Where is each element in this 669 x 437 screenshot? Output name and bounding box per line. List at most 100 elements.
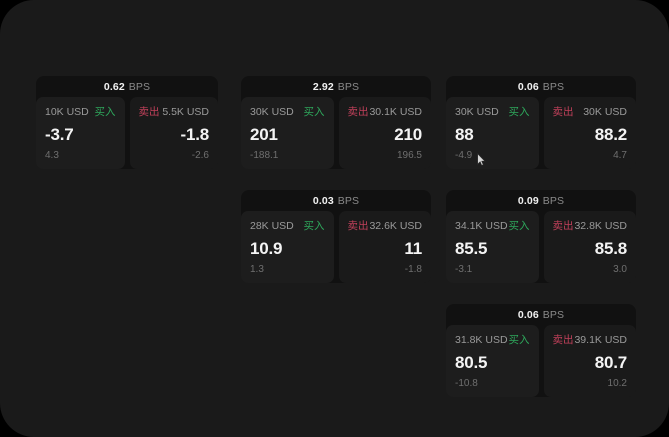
buy-label[interactable]: 买入 [508,106,530,118]
quantity-label: 30K USD [250,105,294,118]
side-top-row: 卖出 32.6K USD [347,219,423,233]
quantity-label: 34.1K USD [455,219,508,232]
quantity-label: 30K USD [455,105,499,118]
buy-side-panel[interactable]: 31.8K USD 买入 80.5 -10.8 [446,325,539,397]
sell-label[interactable]: 卖出 [347,106,369,118]
buy-side-panel[interactable]: 30K USD 买入 201 -188.1 [241,97,334,169]
card-body: 28K USD 买入 10.9 1.3 卖出 32.6K USD 11 -1.8 [241,211,431,283]
bps-unit-label: BPS [542,194,565,207]
card-header: 0.62 BPS [36,76,218,97]
bps-quote-card[interactable]: 0.03 BPS 28K USD 买入 10.9 1.3 卖出 32.6K USD 11 -1.8 [241,190,431,283]
bps-value: 0.09 [517,194,539,207]
card-header: 0.09 BPS [446,190,636,211]
side-top-row: 30K USD 买入 [455,105,530,119]
side-top-row: 卖出 30K USD [552,105,628,119]
delta-value: -1.8 [404,264,422,275]
price-value: 88 [455,124,474,144]
side-top-row: 10K USD 买入 [45,105,116,119]
delta-value: -3.1 [455,264,473,275]
delta-value: 4.7 [613,150,627,161]
sell-label[interactable]: 卖出 [347,220,369,232]
price-value: -3.7 [45,124,74,144]
quantity-label: 30.1K USD [369,105,422,118]
card-header: 0.03 BPS [241,190,431,211]
price-value: 201 [250,124,278,144]
card-body: 30K USD 买入 201 -188.1 卖出 30.1K USD 210 196.5 [241,97,431,169]
quote-column: 0.62 BPS 10K USD 买入 -3.7 4.3 卖出 5.5K USD -1.8 -2.… [36,76,218,190]
delta-value: -2.6 [191,150,209,161]
card-body: 31.8K USD 买入 80.5 -10.8 卖出 39.1K USD 80.7 10.2 [446,325,636,397]
delta-value: -4.9 [455,150,473,161]
buy-side-panel[interactable]: 30K USD 买入 88 -4.9 [446,97,539,169]
price-value: 80.7 [594,352,627,372]
bps-quote-card[interactable]: 2.92 BPS 30K USD 买入 201 -188.1 卖出 30.1K USD 210 1… [241,76,431,169]
buy-label[interactable]: 买入 [508,334,530,346]
bps-unit-label: BPS [542,80,565,93]
delta-value: 196.5 [396,150,422,161]
sell-side-panel[interactable]: 卖出 39.1K USD 80.7 10.2 [543,325,636,397]
price-value: 11 [404,238,422,258]
quantity-label: 32.8K USD [574,219,627,232]
bps-unit-label: BPS [542,308,565,321]
side-top-row: 28K USD 买入 [250,219,325,233]
quantity-label: 28K USD [250,219,294,232]
bps-quote-card[interactable]: 0.62 BPS 10K USD 买入 -3.7 4.3 卖出 5.5K USD -1.8 -2.… [36,76,218,169]
price-value: 88.2 [594,124,627,144]
buy-side-panel[interactable]: 10K USD 买入 -3.7 4.3 [36,97,125,169]
delta-value: -10.8 [455,378,478,389]
buy-side-panel[interactable]: 34.1K USD 买入 85.5 -3.1 [446,211,539,283]
side-top-row: 卖出 32.8K USD [552,219,628,233]
delta-value: 10.2 [607,378,627,389]
bps-unit-label: BPS [128,80,151,93]
quantity-label: 32.6K USD [369,219,422,232]
quantity-label: 5.5K USD [162,105,209,118]
price-value: -1.8 [180,124,210,144]
bps-value: 2.92 [312,80,334,93]
price-value: 80.5 [455,352,488,372]
sell-side-panel[interactable]: 卖出 30K USD 88.2 4.7 [543,97,636,169]
bps-value: 0.06 [517,80,539,93]
delta-value: 1.3 [250,264,264,275]
delta-value: -188.1 [250,150,279,161]
side-top-row: 卖出 39.1K USD [552,333,628,347]
bps-unit-label: BPS [337,194,360,207]
sell-side-panel[interactable]: 卖出 30.1K USD 210 196.5 [338,97,431,169]
side-top-row: 34.1K USD 买入 [455,219,530,233]
quantity-label: 39.1K USD [574,333,627,346]
sell-label[interactable]: 卖出 [552,106,574,118]
buy-label[interactable]: 买入 [303,220,325,232]
sell-label[interactable]: 卖出 [552,220,574,232]
sell-side-panel[interactable]: 卖出 32.8K USD 85.8 3.0 [543,211,636,283]
quantity-label: 10K USD [45,105,89,118]
card-body: 10K USD 买入 -3.7 4.3 卖出 5.5K USD -1.8 -2.6 [36,97,218,169]
side-top-row: 卖出 5.5K USD [138,105,210,119]
delta-value: 4.3 [45,150,59,161]
side-top-row: 卖出 30.1K USD [347,105,423,119]
card-body: 30K USD 买入 88 -4.9 卖出 30K USD 88.2 4.7 [446,97,636,169]
price-value: 210 [394,124,422,144]
quantity-label: 30K USD [583,105,627,118]
side-top-row: 30K USD 买入 [250,105,325,119]
buy-side-panel[interactable]: 28K USD 买入 10.9 1.3 [241,211,334,283]
buy-label[interactable]: 买入 [303,106,325,118]
card-header: 0.06 BPS [446,304,636,325]
quantity-label: 31.8K USD [455,333,508,346]
buy-label[interactable]: 买入 [94,106,116,118]
price-value: 85.8 [594,238,627,258]
bps-quote-card[interactable]: 0.06 BPS 30K USD 买入 88 -4.9 卖出 30K USD 88.2 4.7 [446,76,636,169]
bps-quote-card[interactable]: 0.09 BPS 34.1K USD 买入 85.5 -3.1 卖出 32.8K USD 85.… [446,190,636,283]
bps-value: 0.62 [103,80,125,93]
card-header: 2.92 BPS [241,76,431,97]
bps-value: 0.06 [517,308,539,321]
sell-label[interactable]: 卖出 [138,106,160,118]
buy-label[interactable]: 买入 [508,220,530,232]
sell-side-panel[interactable]: 卖出 5.5K USD -1.8 -2.6 [129,97,218,169]
bps-unit-label: BPS [337,80,360,93]
sell-label[interactable]: 卖出 [552,334,574,346]
price-value: 10.9 [250,238,283,258]
sell-side-panel[interactable]: 卖出 32.6K USD 11 -1.8 [338,211,431,283]
card-header: 0.06 BPS [446,76,636,97]
quote-column: 0.06 BPS 30K USD 买入 88 -4.9 卖出 30K USD 88.2 4.7 0.… [446,76,636,418]
bps-quote-card[interactable]: 0.06 BPS 31.8K USD 买入 80.5 -10.8 卖出 39.1K USD 80… [446,304,636,397]
